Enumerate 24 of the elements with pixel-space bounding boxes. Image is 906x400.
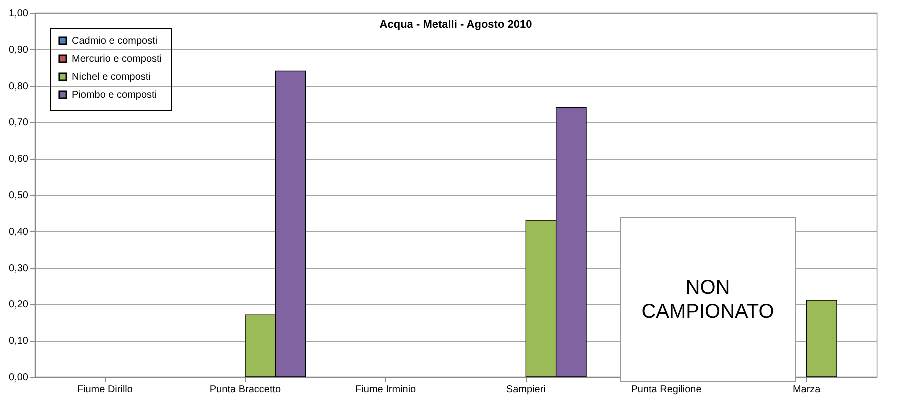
y-tick-label: 0,70 xyxy=(9,118,29,129)
y-tick-label: 0,80 xyxy=(9,81,29,92)
legend-label: Nichel e composti xyxy=(72,72,151,83)
y-tick-label: 0,60 xyxy=(9,154,29,166)
x-tick-label: Marza xyxy=(792,384,822,396)
y-tick-label: 1,00 xyxy=(9,8,29,20)
y-tick-label: 0,40 xyxy=(9,226,29,238)
y-tick-label: 0,00 xyxy=(9,372,29,384)
text: Acqua - Metalli - Agosto 2010 xyxy=(380,19,532,31)
y-tick-label: 0,50 xyxy=(9,190,29,202)
x-tick-label: Punta Braccetto xyxy=(210,384,282,396)
y-tick-label: 0,30 xyxy=(9,263,29,274)
y-tick-label: 0,20 xyxy=(9,300,29,311)
x-tick-label: Punta Regilione xyxy=(631,384,702,396)
x-tick-label: Fiume Dirillo xyxy=(77,384,134,396)
bar xyxy=(806,300,838,378)
x-tick-label: Fiume Irminio xyxy=(356,384,417,396)
y-tick-label: 0,10 xyxy=(9,336,29,348)
note-box: NON CAMPIONATO xyxy=(620,217,796,382)
legend-label: Piombo e composti xyxy=(72,90,158,101)
legend-label: Cadmio e composti xyxy=(72,36,158,47)
y-tick-label: 0,90 xyxy=(9,44,29,56)
legend-label: Mercurio e composti xyxy=(72,54,162,65)
x-tick-label: Sampieri xyxy=(506,384,546,396)
